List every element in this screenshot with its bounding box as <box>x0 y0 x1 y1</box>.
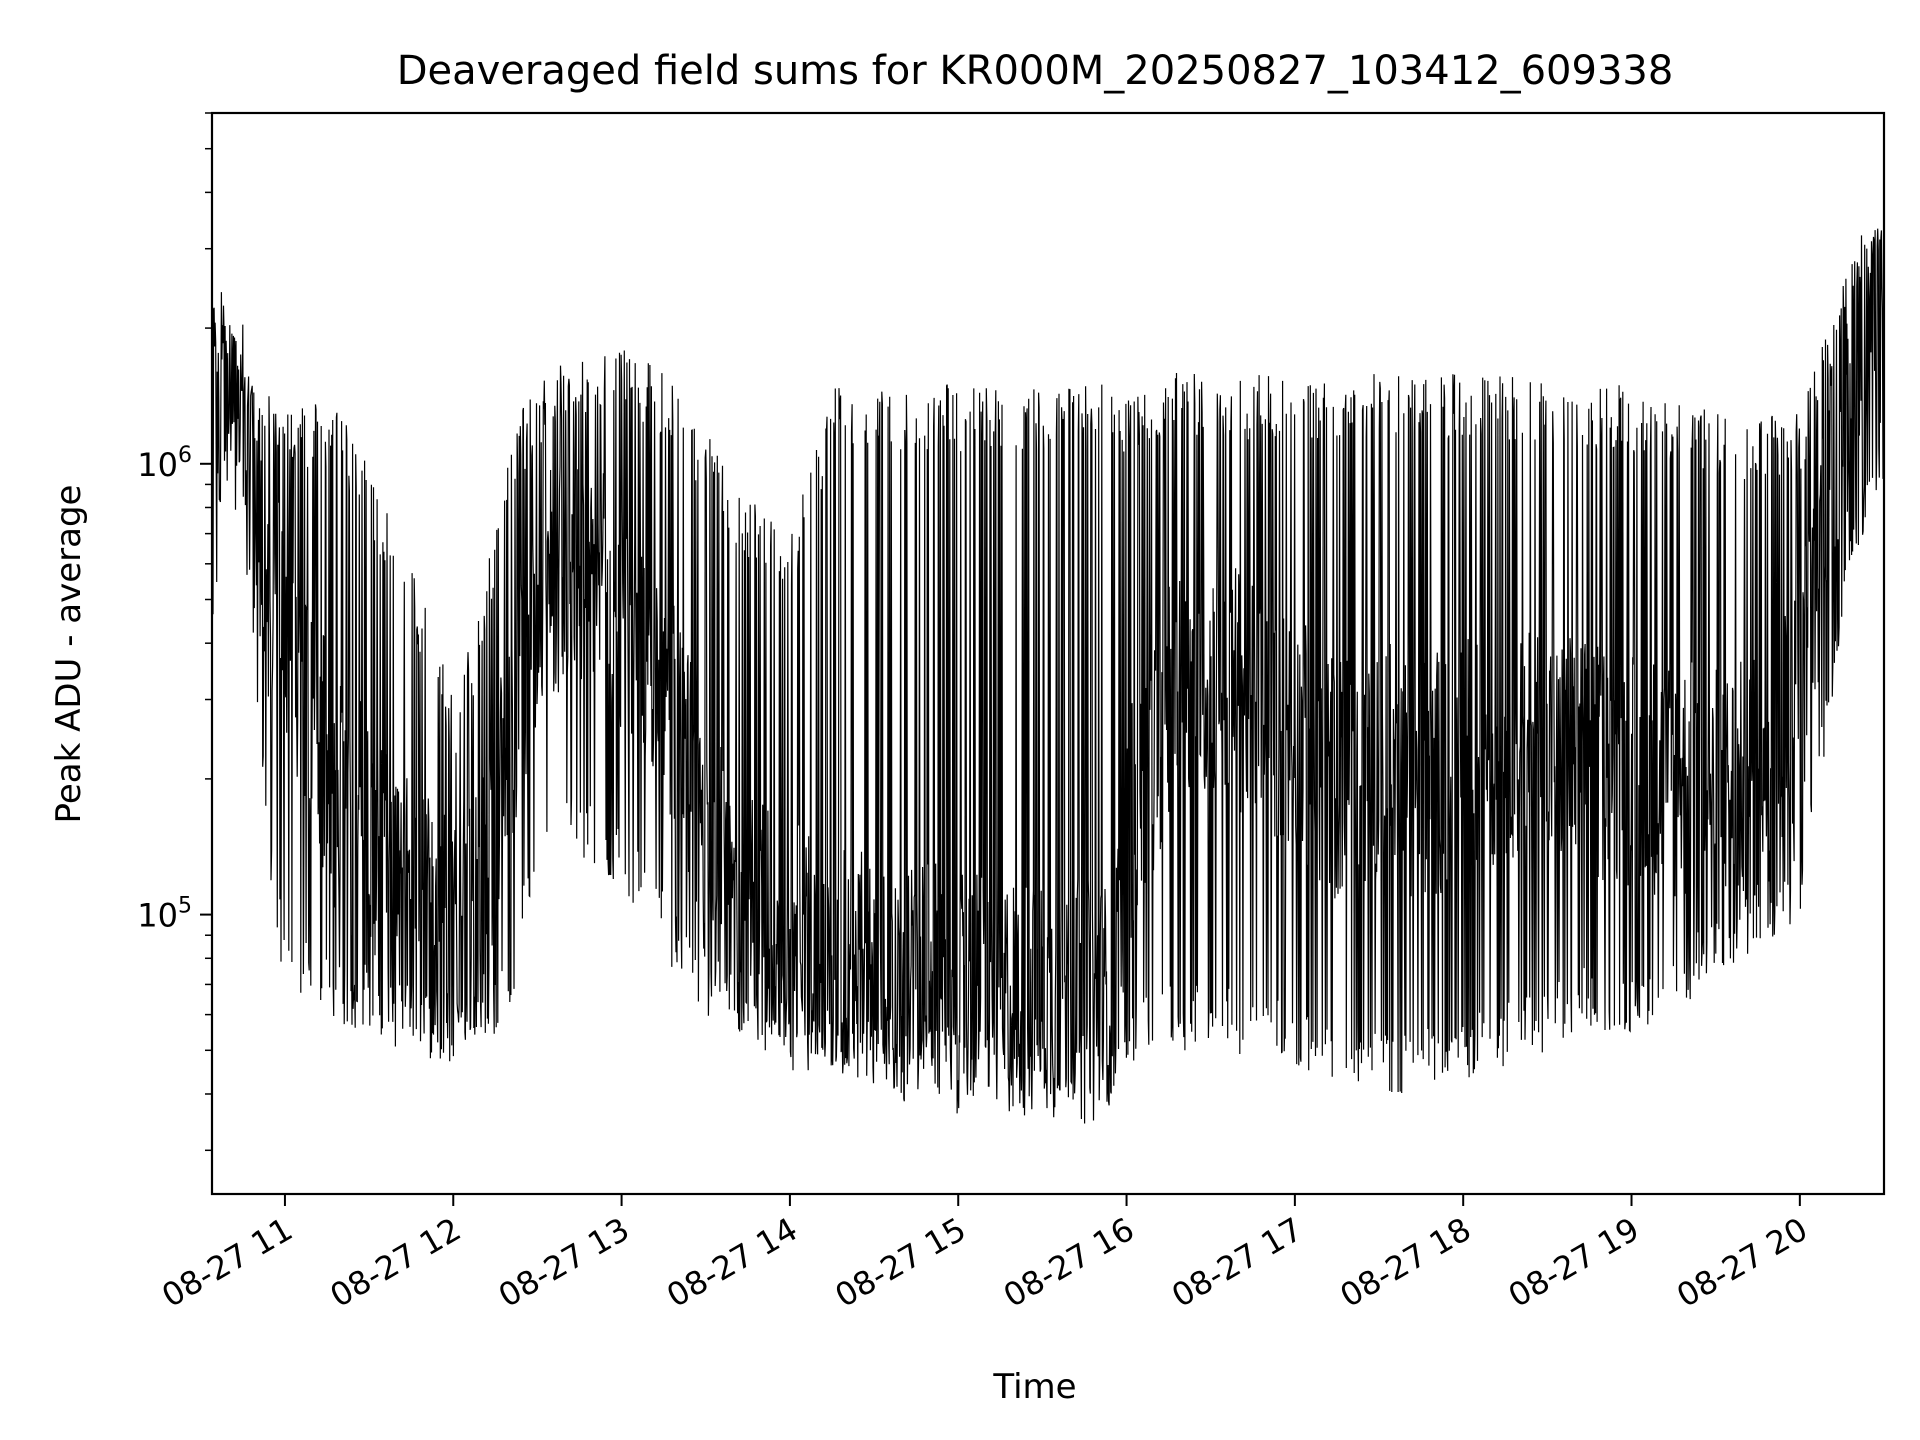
chart-title: Deaveraged field sums for KR000M_2025082… <box>397 48 1674 94</box>
y-axis-ticks: 105 106 <box>137 112 212 1152</box>
axes-frame <box>210 111 1886 1196</box>
y-tick-label: 105 <box>137 894 192 935</box>
y-axis-label: Peak ADU - average <box>49 485 89 824</box>
plot-area <box>211 113 1885 1194</box>
x-axis-label: Time <box>992 1367 1076 1407</box>
y-tick-label: 106 <box>137 443 192 484</box>
series-line <box>211 228 1885 1124</box>
